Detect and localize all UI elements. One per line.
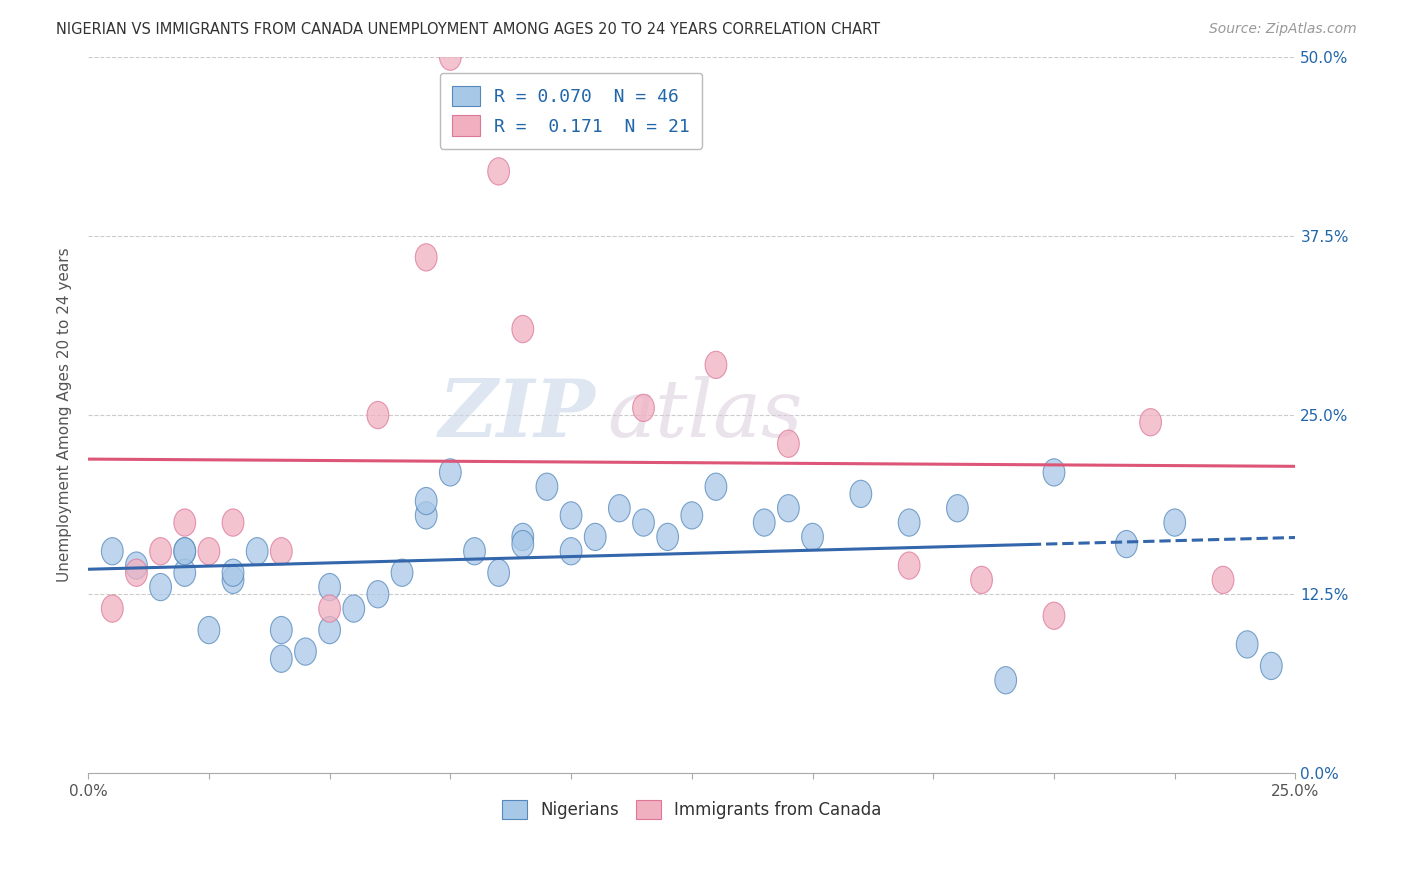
Ellipse shape xyxy=(125,552,148,579)
Ellipse shape xyxy=(560,502,582,529)
Ellipse shape xyxy=(198,616,219,644)
Ellipse shape xyxy=(778,495,799,522)
Ellipse shape xyxy=(343,595,364,623)
Ellipse shape xyxy=(585,524,606,550)
Ellipse shape xyxy=(778,430,799,458)
Ellipse shape xyxy=(1043,602,1064,630)
Ellipse shape xyxy=(174,538,195,565)
Ellipse shape xyxy=(946,495,969,522)
Ellipse shape xyxy=(1115,531,1137,558)
Ellipse shape xyxy=(125,559,148,586)
Text: Source: ZipAtlas.com: Source: ZipAtlas.com xyxy=(1209,22,1357,37)
Ellipse shape xyxy=(801,524,824,550)
Ellipse shape xyxy=(681,502,703,529)
Ellipse shape xyxy=(174,559,195,586)
Ellipse shape xyxy=(851,480,872,508)
Ellipse shape xyxy=(101,538,124,565)
Ellipse shape xyxy=(149,538,172,565)
Ellipse shape xyxy=(488,559,509,586)
Ellipse shape xyxy=(1140,409,1161,436)
Ellipse shape xyxy=(1212,566,1234,593)
Ellipse shape xyxy=(295,638,316,665)
Ellipse shape xyxy=(1043,458,1064,486)
Ellipse shape xyxy=(657,524,679,550)
Ellipse shape xyxy=(246,538,269,565)
Text: NIGERIAN VS IMMIGRANTS FROM CANADA UNEMPLOYMENT AMONG AGES 20 TO 24 YEARS CORREL: NIGERIAN VS IMMIGRANTS FROM CANADA UNEMP… xyxy=(56,22,880,37)
Ellipse shape xyxy=(464,538,485,565)
Ellipse shape xyxy=(488,158,509,185)
Ellipse shape xyxy=(898,552,920,579)
Text: atlas: atlas xyxy=(607,376,803,454)
Ellipse shape xyxy=(512,316,534,343)
Ellipse shape xyxy=(1236,631,1258,658)
Ellipse shape xyxy=(174,509,195,536)
Ellipse shape xyxy=(174,538,195,565)
Ellipse shape xyxy=(319,574,340,600)
Ellipse shape xyxy=(704,473,727,500)
Ellipse shape xyxy=(633,394,654,422)
Ellipse shape xyxy=(391,559,413,586)
Ellipse shape xyxy=(198,538,219,565)
Ellipse shape xyxy=(222,509,243,536)
Ellipse shape xyxy=(440,458,461,486)
Ellipse shape xyxy=(1260,652,1282,680)
Ellipse shape xyxy=(898,509,920,536)
Ellipse shape xyxy=(536,473,558,500)
Legend: Nigerians, Immigrants from Canada: Nigerians, Immigrants from Canada xyxy=(495,794,889,826)
Ellipse shape xyxy=(270,538,292,565)
Ellipse shape xyxy=(704,351,727,378)
Ellipse shape xyxy=(222,559,243,586)
Ellipse shape xyxy=(512,524,534,550)
Ellipse shape xyxy=(319,616,340,644)
Ellipse shape xyxy=(270,616,292,644)
Ellipse shape xyxy=(415,244,437,271)
Ellipse shape xyxy=(222,566,243,593)
Ellipse shape xyxy=(149,574,172,600)
Ellipse shape xyxy=(367,581,389,607)
Ellipse shape xyxy=(512,531,534,558)
Y-axis label: Unemployment Among Ages 20 to 24 years: Unemployment Among Ages 20 to 24 years xyxy=(58,248,72,582)
Ellipse shape xyxy=(633,509,654,536)
Ellipse shape xyxy=(270,645,292,673)
Ellipse shape xyxy=(1164,509,1185,536)
Ellipse shape xyxy=(415,502,437,529)
Ellipse shape xyxy=(560,538,582,565)
Ellipse shape xyxy=(970,566,993,593)
Text: ZIP: ZIP xyxy=(439,376,595,454)
Ellipse shape xyxy=(415,487,437,515)
Ellipse shape xyxy=(367,401,389,429)
Ellipse shape xyxy=(440,43,461,70)
Ellipse shape xyxy=(609,495,630,522)
Ellipse shape xyxy=(754,509,775,536)
Ellipse shape xyxy=(319,595,340,623)
Ellipse shape xyxy=(995,666,1017,694)
Ellipse shape xyxy=(101,595,124,623)
